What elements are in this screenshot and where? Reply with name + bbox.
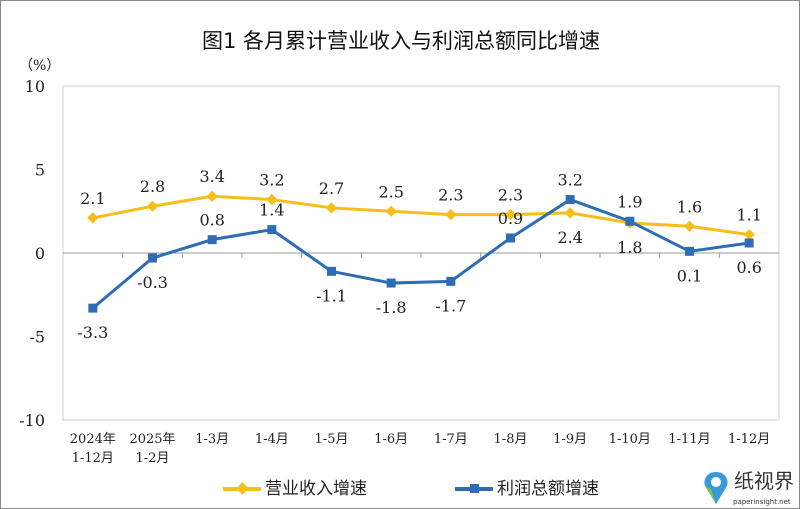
data-label: 2.4 [557, 228, 582, 247]
data-point [146, 200, 159, 212]
data-label: 2.8 [140, 177, 165, 196]
data-label: -1.7 [435, 296, 466, 315]
series-line-1 [91, 197, 750, 310]
data-point [386, 278, 396, 288]
data-label: 2.3 [498, 186, 523, 205]
y-tick-label: 0 [35, 244, 45, 263]
data-label: 2.1 [80, 189, 105, 208]
data-label: 3.4 [199, 167, 224, 186]
data-label: 0.9 [498, 209, 523, 228]
chart-title: 图1 各月累计营业收入与利润总额同比增速 [201, 29, 601, 53]
data-label: 0.8 [199, 211, 224, 230]
data-label: -1.1 [316, 286, 347, 305]
data-point [565, 195, 575, 205]
data-point [743, 228, 755, 241]
x-tick-label: 1-11月 [668, 432, 710, 447]
data-point [506, 233, 515, 243]
data-point [325, 202, 338, 214]
data-point [504, 208, 517, 221]
x-tick-label: 1-3月 [195, 432, 229, 447]
x-tick-label: 1-12月 [72, 451, 114, 466]
data-point [683, 220, 696, 232]
x-tick-label: 1-12月 [728, 432, 770, 447]
data-point [744, 238, 754, 248]
x-tick-label: 1-9月 [553, 432, 587, 447]
y-tick-label: 5 [35, 161, 45, 180]
data-label: -0.3 [137, 273, 168, 292]
data-point [445, 208, 457, 221]
data-point [148, 253, 157, 263]
y-tick-label: 10 [25, 77, 45, 96]
y-tick-label: -5 [29, 328, 45, 347]
data-label: 2.3 [438, 186, 463, 205]
legend-swatch-profit [455, 484, 493, 493]
data-label: 2.5 [378, 182, 403, 201]
data-label: 0.6 [736, 258, 761, 277]
data-label: 1.4 [259, 201, 284, 220]
watermark-text: 纸视界 [734, 469, 794, 493]
legend-item-revenue: 营业收入增速 [223, 479, 367, 499]
data-point [564, 207, 576, 219]
data-point [206, 190, 218, 202]
data-label: 1.6 [677, 197, 702, 216]
data-label: 1.1 [736, 206, 761, 225]
x-tick-label: 1-7月 [434, 432, 468, 447]
data-label: -1.8 [376, 298, 407, 317]
data-label: 3.2 [259, 171, 284, 190]
legend-label-revenue: 营业收入增速 [265, 479, 367, 499]
data-point [88, 303, 98, 313]
data-point [87, 212, 99, 224]
data-point [207, 235, 217, 245]
data-label: 0.1 [677, 266, 702, 285]
data-label: -3.3 [77, 323, 108, 342]
x-tick-label: 2025年 [129, 432, 175, 447]
location-pin-logo-icon [704, 472, 728, 504]
legend-swatch-revenue [223, 482, 261, 495]
x-tick-label: 1-5月 [315, 432, 349, 447]
x-tick-label: 1-4月 [255, 432, 289, 447]
data-label: 2.7 [319, 179, 344, 198]
y-tick-label: -10 [19, 411, 45, 430]
x-tick-label: 1-2月 [136, 451, 170, 466]
series-line-0 [92, 194, 750, 237]
data-point [685, 246, 694, 256]
data-point [327, 266, 336, 276]
watermark-logo: 纸视界 paperinsight.net [699, 469, 799, 508]
legend-label-profit: 利润总额增速 [497, 479, 599, 499]
data-point [446, 276, 456, 286]
data-label: 3.2 [557, 171, 582, 190]
watermark-url: paperinsight.net [733, 498, 791, 506]
x-tick-label: 2024年 [70, 432, 116, 447]
data-point [625, 216, 635, 226]
data-label: 1.8 [617, 238, 642, 257]
y-axis-unit: （%） [19, 58, 60, 74]
data-point [267, 225, 277, 235]
x-tick-label: 1-8月 [494, 432, 528, 447]
x-tick-label: 1-6月 [374, 432, 408, 447]
legend-item-profit: 利润总额增速 [455, 479, 599, 499]
data-label: 1.9 [617, 192, 642, 211]
x-tick-label: 1-10月 [609, 432, 651, 447]
data-point [266, 193, 278, 206]
data-point [385, 205, 397, 217]
